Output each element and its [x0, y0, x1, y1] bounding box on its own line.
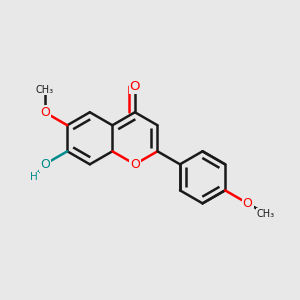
Text: O: O — [130, 158, 140, 171]
Text: O: O — [130, 80, 140, 93]
Text: H: H — [31, 172, 38, 182]
Text: O: O — [40, 158, 50, 171]
Text: CH₃: CH₃ — [256, 209, 275, 219]
Text: O: O — [243, 197, 253, 210]
Text: CH₃: CH₃ — [36, 85, 54, 95]
Text: O: O — [40, 106, 50, 119]
